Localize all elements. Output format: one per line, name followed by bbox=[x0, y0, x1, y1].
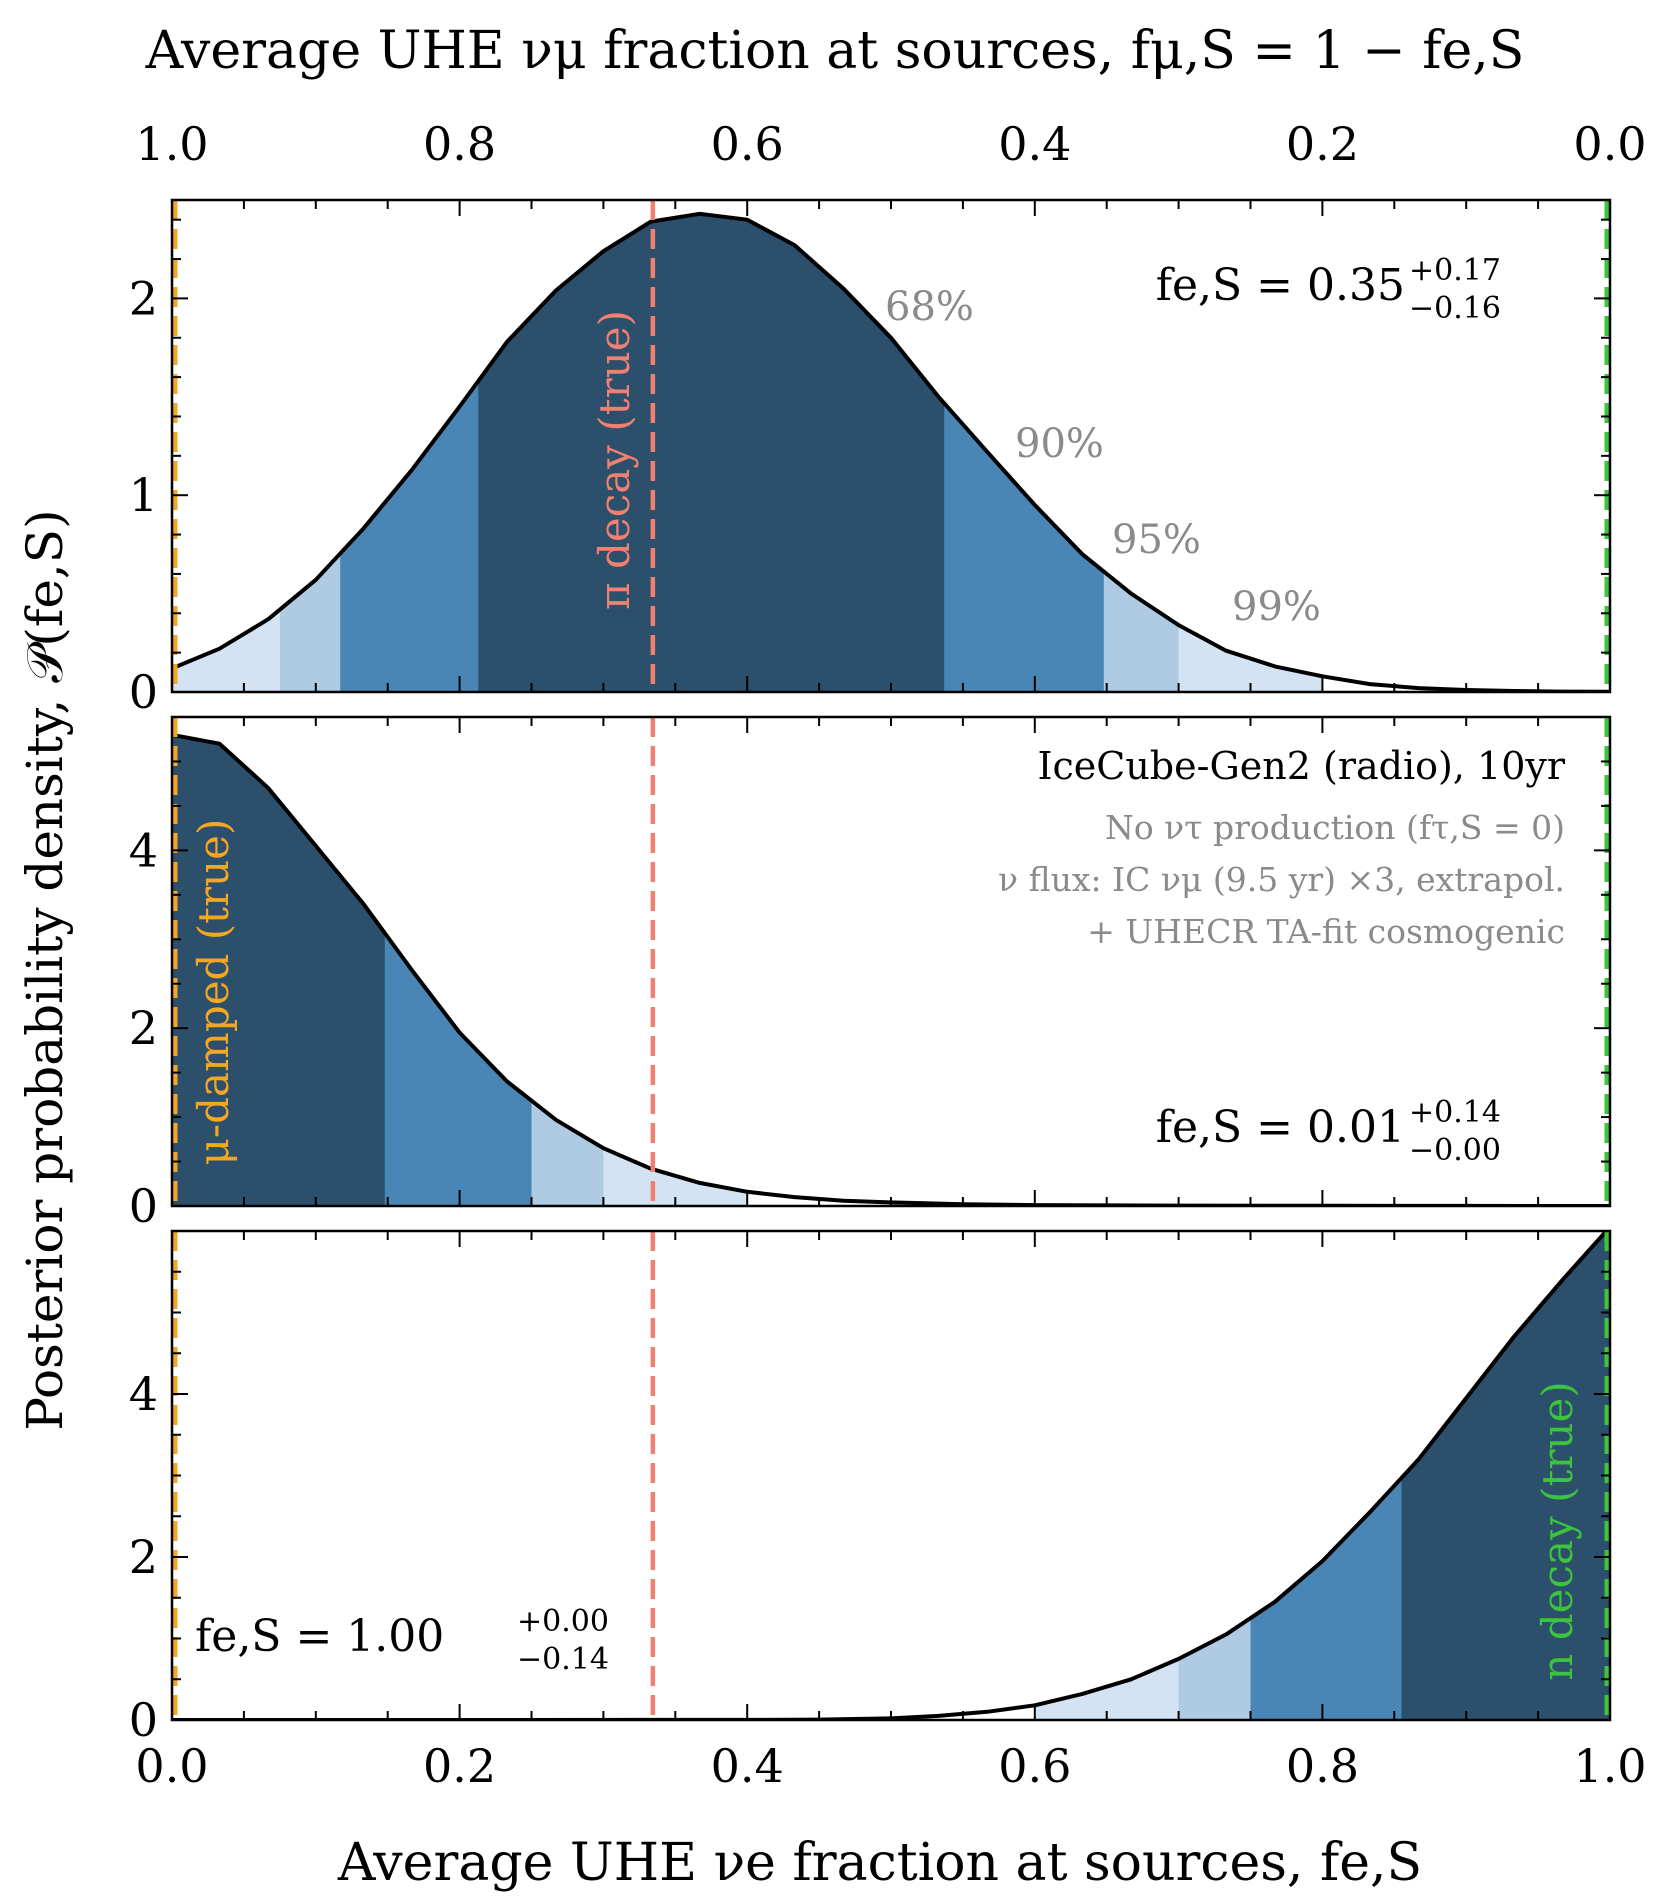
band-label-95: 95% bbox=[1112, 517, 1201, 563]
result-upper-error: +0.14 bbox=[1409, 1095, 1501, 1130]
top-tick-label: 1.0 bbox=[135, 117, 208, 171]
panel-bottom: 0 2 4 n decay (true) fe,S = 1.00 +0.00−0.14 bbox=[129, 1229, 1612, 1747]
band-label-68: 68% bbox=[885, 284, 974, 330]
plot-area bbox=[172, 1231, 1610, 1720]
result-lower-error: −0.14 bbox=[517, 1642, 609, 1677]
plot-area bbox=[172, 211, 1610, 692]
top-tick-label: 0.4 bbox=[998, 117, 1071, 171]
top-tick-label: 0.2 bbox=[1286, 117, 1359, 171]
bottom-axis-ticks: 0.0 0.2 0.4 0.6 0.8 1.0 bbox=[135, 1739, 1646, 1793]
bottom-tick-label: 0.0 bbox=[135, 1739, 208, 1793]
y-tick-label: 2 bbox=[129, 1001, 158, 1055]
bottom-tick-label: 1.0 bbox=[1573, 1739, 1646, 1793]
y-tick-label: 0 bbox=[129, 1179, 158, 1233]
band-68 bbox=[1401, 1231, 1610, 1720]
result-lower-error: −0.16 bbox=[1409, 291, 1501, 326]
true-label: π decay (true) bbox=[590, 310, 639, 610]
top-tick-label: 0.6 bbox=[711, 117, 784, 171]
y-tick-label: 2 bbox=[129, 1530, 158, 1584]
note-line: ν flux: IC νμ (9.5 yr) ×3, extrapol. bbox=[998, 860, 1565, 899]
result-value: fe,S = 1.00 bbox=[195, 1611, 444, 1662]
result-upper-error: +0.17 bbox=[1409, 253, 1501, 288]
bottom-tick-label: 0.4 bbox=[711, 1739, 784, 1793]
y-axis-title: Posterior probability density, 𝒫(fe,S) bbox=[16, 509, 74, 1430]
panel-middle: 0 2 4 μ-damped (true) fe,S = 0.01 +0.14−0.00 I… bbox=[129, 715, 1612, 1233]
true-label: n decay (true) bbox=[1533, 1381, 1582, 1680]
band-label-90: 90% bbox=[1015, 421, 1104, 467]
y-tick-label: 0 bbox=[129, 665, 158, 719]
panel-top: 0 1 2 π decay (true) fe,S = 0.35 +0.17−0.16 68… bbox=[129, 198, 1612, 719]
y-tick-label: 4 bbox=[129, 1367, 158, 1421]
y-tick-label: 0 bbox=[129, 1693, 158, 1747]
top-tick-label: 0.8 bbox=[423, 117, 496, 171]
bottom-axis-title: Average UHE νe fraction at sources, fe,S bbox=[337, 1833, 1422, 1893]
y-tick-label: 2 bbox=[129, 271, 158, 325]
result-value: fe,S = 0.01 bbox=[1156, 1102, 1405, 1153]
experiment-label: IceCube-Gen2 (radio), 10yr bbox=[1037, 744, 1565, 788]
band-label-99: 99% bbox=[1232, 584, 1321, 630]
top-axis-title: Average UHE νμ fraction at sources, fμ,S… bbox=[145, 21, 1525, 81]
plot-area bbox=[172, 732, 1610, 1206]
posterior-curve bbox=[172, 211, 1610, 692]
y-tick-label: 1 bbox=[129, 468, 158, 522]
result-upper-error: +0.00 bbox=[517, 1604, 609, 1639]
top-tick-label: 0.0 bbox=[1573, 117, 1646, 171]
top-axis-ticks: 1.0 0.8 0.6 0.4 0.2 0.0 bbox=[135, 117, 1646, 171]
result-value: fe,S = 0.35 bbox=[1156, 260, 1405, 311]
note-line: No ντ production (fτ,S = 0) bbox=[1105, 808, 1565, 847]
bottom-tick-label: 0.8 bbox=[1286, 1739, 1359, 1793]
true-label: μ-damped (true) bbox=[189, 819, 238, 1166]
bottom-tick-label: 0.2 bbox=[423, 1739, 496, 1793]
bottom-tick-label: 0.6 bbox=[998, 1739, 1071, 1793]
y-tick-label: 4 bbox=[129, 823, 158, 877]
band-68 bbox=[172, 734, 385, 1206]
note-line: + UHECR TA-fit cosmogenic bbox=[1087, 912, 1565, 951]
band-68 bbox=[478, 213, 945, 692]
result-lower-error: −0.00 bbox=[1409, 1133, 1501, 1168]
